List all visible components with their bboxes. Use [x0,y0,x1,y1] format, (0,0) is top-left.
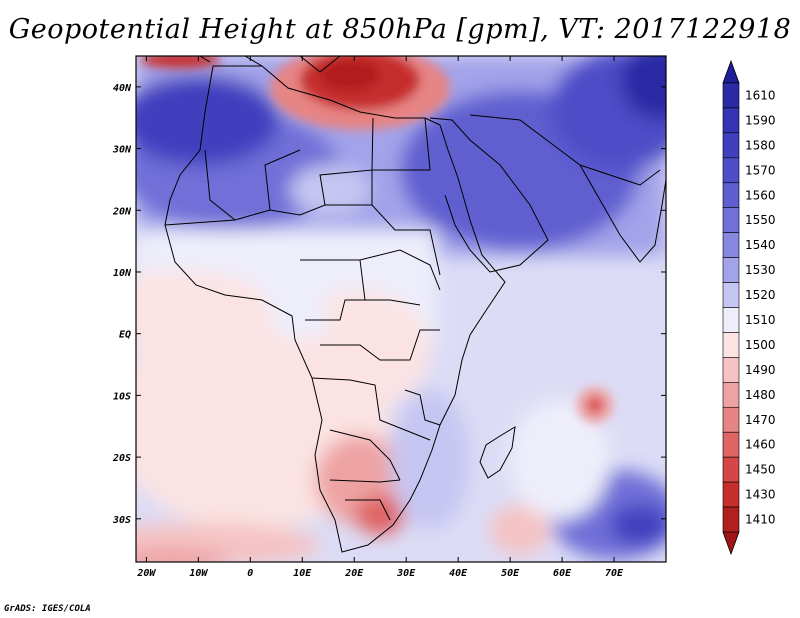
colorbar-label: 1530 [745,263,776,277]
lat-tick-label: 40N [113,83,132,94]
latitude-axis: 40N 30N 20N 10N EQ 10S 20S 30S [112,83,666,526]
colorbar-label: 1480 [745,388,776,402]
colorbar-label: 1500 [745,338,776,352]
colorbar-label: 1410 [745,513,776,527]
colorbar-swatch [722,456,740,483]
colorbar-swatch [722,257,740,283]
colorbar-label: 1450 [745,463,776,477]
lon-tick-label: 40E [449,568,468,579]
colorbar-swatch [722,481,740,508]
colorbar-swatch [722,182,740,209]
colorbar-swatch [722,307,740,333]
height-field [136,56,666,562]
colorbar-swatch [722,207,740,233]
colorbar-swatch [722,406,740,433]
colorbar-top-arrow [722,59,740,84]
colorbar-swatch [722,357,740,383]
colorbar-label: 1460 [745,438,776,452]
lat-tick-label: 10N [113,268,132,279]
lat-tick-label: 30S [112,515,131,526]
lon-tick-label: 10E [293,568,312,579]
colorbar-swatch [722,132,740,159]
colorbar-label: 1610 [745,88,776,102]
map-title: Geopotential Height at 850hPa [gpm], VT:… [8,14,792,45]
colorbar-swatch [722,107,740,134]
lon-tick-label: 0 [247,568,253,579]
colorbar-swatch [722,431,740,458]
map-frame [135,55,667,563]
colorbar-swatch [722,332,740,358]
lon-tick-label: 30E [396,568,416,579]
colorbar-label: 1470 [745,413,776,427]
longitude-axis: 20W 10W 0 10E 20E 30E 40E 50E 60E 70E [136,56,624,579]
footer-credit: GrADS: IGES/COLA [4,604,91,614]
lon-tick-label: 20W [136,568,156,579]
colorbar-swatch [722,232,740,258]
colorbar-label: 1590 [745,113,776,127]
colorbar-swatch [722,282,740,308]
colorbar-label: 1570 [745,163,776,177]
colorbar-label: 1560 [745,188,776,202]
colorbar-label: 1510 [745,313,776,327]
lat-tick-label: 20S [112,453,131,464]
colorbar-label: 1430 [745,488,776,502]
lon-tick-label: 50E [501,568,520,579]
colorbar-label: 1520 [745,288,776,302]
coastlines [136,56,666,553]
lon-tick-label: 20E [344,568,364,579]
lat-tick-label: 10S [113,391,131,402]
colorbar-label: 1580 [745,138,776,152]
colorbar-label: 1540 [745,238,776,252]
colorbar-label: 1490 [745,363,776,377]
lat-tick-label: 30N [112,145,132,156]
colorbar-bottom-arrow [722,531,740,556]
colorbar-label: 1550 [745,213,776,227]
lon-tick-label: 70E [605,568,624,579]
lat-tick-label: EQ [119,330,131,341]
colorbar-swatch [722,506,740,533]
colorbar-swatch [722,382,740,408]
colorbar: 1610 1590 1580 1570 1560 1550 1540 1530 1520 1510… [722,59,776,556]
lon-tick-label: 10W [189,568,208,579]
lon-tick-label: 60E [553,568,572,579]
lat-tick-label: 20N [112,206,132,217]
colorbar-swatch [722,157,740,184]
colorbar-swatch [722,82,740,109]
